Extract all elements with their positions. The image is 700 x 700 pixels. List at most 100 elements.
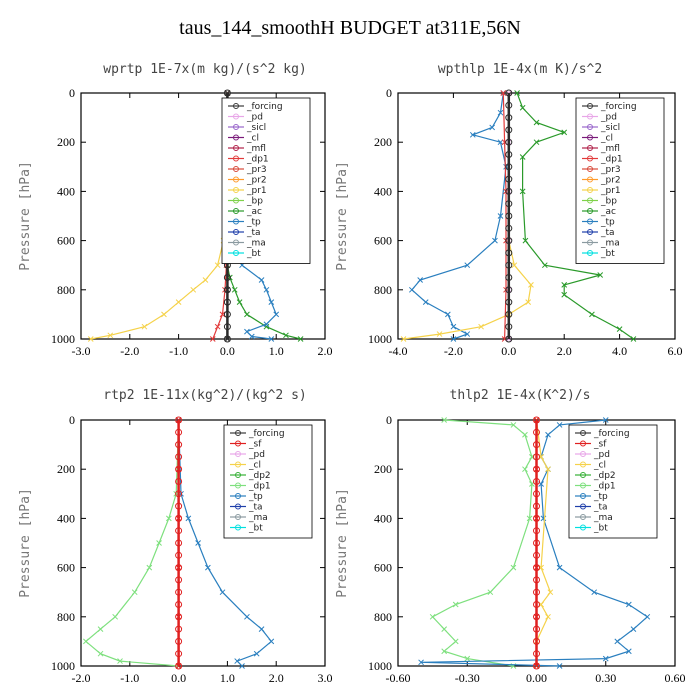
zero-terms-marker xyxy=(505,286,513,294)
series-marker xyxy=(522,237,529,244)
zero-terms-marker xyxy=(223,298,231,306)
legend-marker xyxy=(587,134,593,141)
legend-marker xyxy=(233,239,239,246)
series-line-cl xyxy=(535,419,552,666)
series-marker xyxy=(436,331,443,337)
legend-marker xyxy=(587,239,593,246)
zero-terms-marker xyxy=(505,187,513,195)
legend-entry: _mfl xyxy=(600,144,620,154)
legend-entry: _sf xyxy=(593,440,607,450)
legend-marker xyxy=(235,514,241,520)
series-marker xyxy=(400,336,407,342)
series-marker xyxy=(545,613,551,620)
legend-entry: _ac xyxy=(600,207,616,217)
series-marker xyxy=(525,299,532,305)
zero-terms-marker xyxy=(533,428,540,436)
x-tick-label: 0.30 xyxy=(595,671,616,685)
series-marker xyxy=(418,659,424,666)
legend-marker xyxy=(580,503,586,510)
zero-terms-marker xyxy=(223,310,231,318)
legend-entry: _pr3 xyxy=(600,165,621,175)
series-marker xyxy=(219,311,226,318)
zero-terms-marker xyxy=(175,539,183,547)
series-marker xyxy=(202,277,209,283)
series-marker xyxy=(117,658,123,664)
zero-terms-marker xyxy=(505,274,513,281)
series-marker xyxy=(258,277,265,283)
series-marker xyxy=(263,286,270,293)
x-tick-label: -3.0 xyxy=(72,344,91,358)
zero-terms-marker xyxy=(223,323,231,331)
legend-marker xyxy=(587,208,593,214)
series-marker xyxy=(195,540,201,546)
legend-entry: _ta xyxy=(248,503,263,513)
series-marker xyxy=(450,323,457,330)
y-tick-label: 600 xyxy=(57,561,75,575)
series-line-dp1 xyxy=(431,419,533,667)
series-marker xyxy=(519,154,526,160)
legend-marker xyxy=(580,524,586,531)
series-marker xyxy=(244,311,250,318)
series-marker xyxy=(464,331,471,337)
series-marker xyxy=(273,311,280,318)
legend-marker xyxy=(587,250,593,256)
legend-marker xyxy=(235,482,241,489)
zero-terms-marker xyxy=(223,274,231,281)
series-marker xyxy=(244,613,250,620)
series-marker xyxy=(630,336,637,342)
panel-1: -3.0 -2.0 -1.0 0.0 1.0 2.0 0 200 400 600 800 1000 Pr… xyxy=(18,86,333,358)
x-tick-label: -1.0 xyxy=(169,344,188,358)
legend-entry: _bp xyxy=(246,197,263,207)
plot-frame xyxy=(397,92,676,340)
legend-entry: _ma xyxy=(248,513,268,523)
legend-marker xyxy=(235,451,241,457)
series-marker xyxy=(190,286,197,293)
series-marker xyxy=(441,626,448,632)
y-tick-label: 1000 xyxy=(51,659,75,673)
panel-title-3: rtp2 1E-11x(kg^2)/(kg^2 s) xyxy=(103,388,307,403)
legend-marker xyxy=(233,134,239,141)
panel-title-1: wprtp 1E-7x(m kg)/(s^2 kg) xyxy=(103,62,307,77)
series-marker xyxy=(258,626,265,632)
legend-entry: _pr2 xyxy=(600,176,621,186)
zero-terms-marker xyxy=(175,428,183,436)
x-tick-label: 6.0 xyxy=(668,344,683,358)
series-line-tp xyxy=(178,419,273,667)
legend-marker xyxy=(580,482,586,489)
zero-terms-marker xyxy=(505,163,513,171)
legend-marker xyxy=(580,461,586,468)
zero-terms-marker xyxy=(505,89,513,97)
legend-marker xyxy=(580,493,586,499)
series-marker xyxy=(545,431,551,438)
legend-marker xyxy=(587,155,593,162)
zero-terms-marker xyxy=(505,200,513,208)
legend-marker xyxy=(233,103,239,109)
zero-terms-marker xyxy=(175,588,183,596)
zero-terms-marker xyxy=(505,114,513,122)
series-marker xyxy=(614,638,621,645)
zero-terms-marker xyxy=(533,662,540,670)
zero-terms-marker xyxy=(505,335,513,343)
zero-terms-marker xyxy=(505,261,513,269)
legend-marker xyxy=(587,229,593,235)
series-marker xyxy=(561,291,568,298)
series-marker xyxy=(561,129,568,136)
series-marker xyxy=(248,333,255,340)
legend-entry: _tp xyxy=(248,492,263,502)
series-marker xyxy=(522,466,528,473)
series-marker xyxy=(602,417,609,423)
zero-terms-marker xyxy=(175,564,183,572)
x-tick-label: 0.0 xyxy=(171,671,186,685)
legend-marker xyxy=(233,113,239,120)
legend-entry: _ta xyxy=(246,228,261,238)
zero-terms-marker xyxy=(533,576,540,584)
y-tick-label: 0 xyxy=(386,413,392,427)
zero-terms-marker xyxy=(175,527,183,535)
zero-terms-marker xyxy=(505,126,513,134)
legend-marker xyxy=(587,218,593,225)
x-tick-label: -2.0 xyxy=(72,671,91,685)
y-tick-label: 200 xyxy=(374,462,392,476)
x-tick-label: 0.00 xyxy=(526,671,547,685)
zero-terms-marker xyxy=(505,224,513,232)
